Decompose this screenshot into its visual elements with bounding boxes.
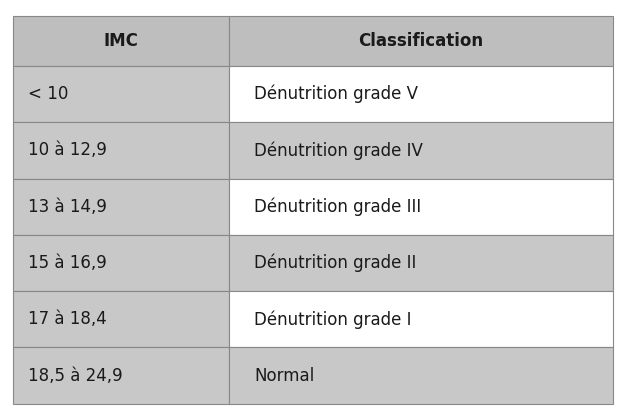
Text: Dénutrition grade III: Dénutrition grade III (254, 197, 421, 216)
Text: Normal: Normal (254, 367, 314, 385)
Bar (13, 179, 229, 235)
Text: 15 à 16,9: 15 à 16,9 (28, 254, 107, 272)
Bar (13, 66, 229, 122)
Text: Dénutrition grade IV: Dénutrition grade IV (254, 141, 423, 160)
Bar (13, 347, 229, 404)
Bar (13, 16, 229, 66)
Text: 13 à 14,9: 13 à 14,9 (28, 198, 107, 216)
Text: Dénutrition grade II: Dénutrition grade II (254, 254, 416, 272)
Bar (229, 122, 613, 179)
Text: < 10: < 10 (28, 85, 68, 103)
Text: 18,5 à 24,9: 18,5 à 24,9 (28, 367, 123, 385)
Text: 10 à 12,9: 10 à 12,9 (28, 141, 107, 159)
Bar (13, 122, 229, 179)
Bar (229, 179, 613, 235)
Bar (13, 291, 229, 347)
Text: Classification: Classification (359, 32, 484, 50)
Bar (229, 235, 613, 291)
Bar (13, 235, 229, 291)
Text: IMC: IMC (103, 32, 138, 50)
Bar (229, 347, 613, 404)
Text: Dénutrition grade V: Dénutrition grade V (254, 85, 418, 103)
Bar (229, 16, 613, 66)
Bar (229, 66, 613, 122)
Text: 17 à 18,4: 17 à 18,4 (28, 310, 107, 328)
Bar (229, 291, 613, 347)
Text: Dénutrition grade I: Dénutrition grade I (254, 310, 411, 329)
